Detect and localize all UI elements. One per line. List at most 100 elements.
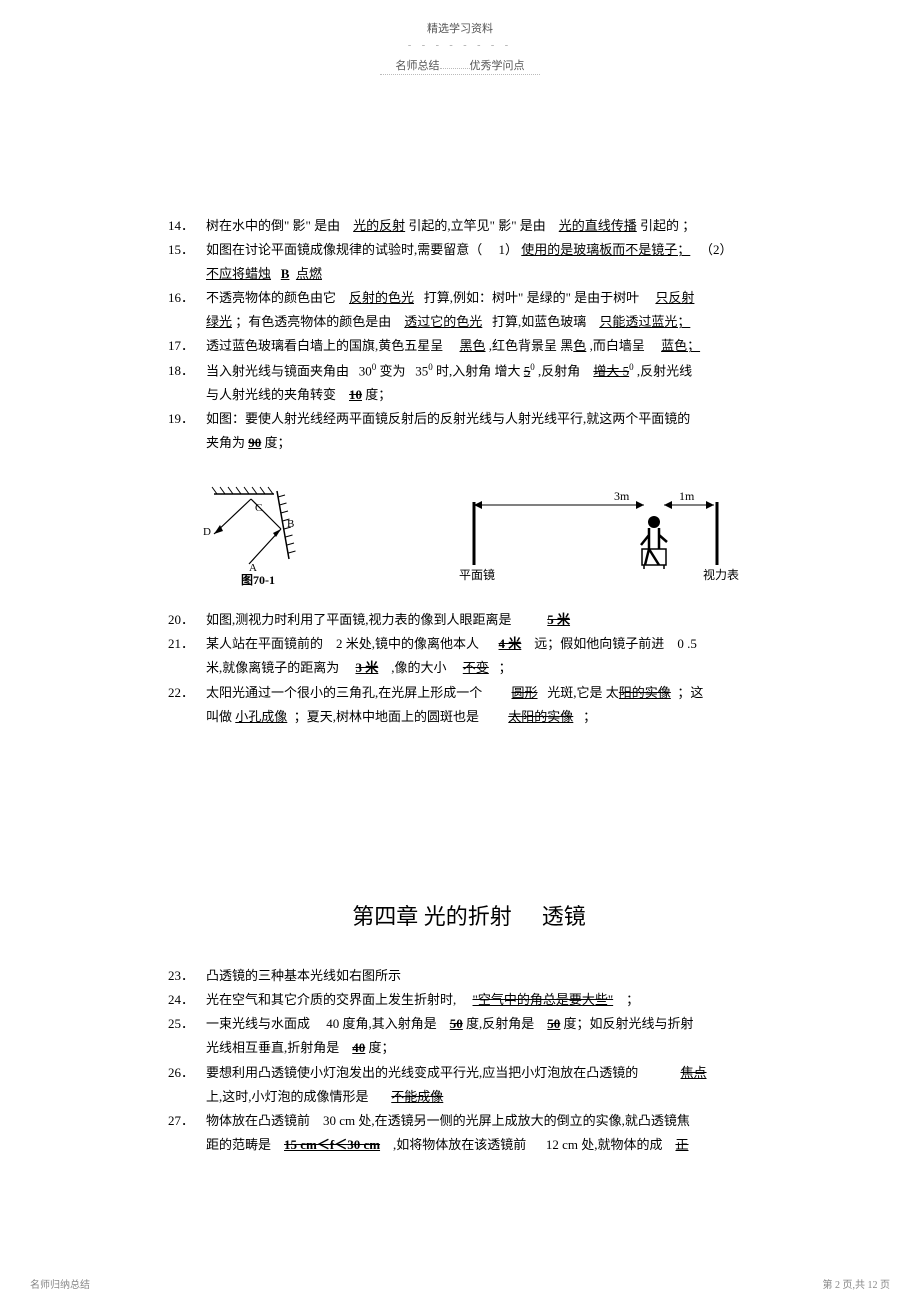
q18-a2: 增大 5	[593, 363, 629, 378]
q18-sup2: 0	[428, 362, 433, 372]
question-23: 23． 凸透镜的三种基本光线如右图所示	[168, 965, 770, 987]
q25-t3: 度,反射角是	[466, 1016, 534, 1031]
q21-t3: 远；假如他向镜子前进	[534, 636, 664, 651]
q27-num: 27．	[168, 1110, 206, 1132]
q25-t2: 度角,其入射角是	[343, 1016, 437, 1031]
q17-a3: 蓝色；	[661, 338, 700, 353]
q15-num: 15．	[168, 239, 206, 261]
q27-n2: 12 cm	[546, 1137, 578, 1152]
q26-a2: 不能成像	[391, 1089, 443, 1104]
question-15: 15． 如图在讨论平面镜成像规律的试验时,需要留意（ 1） 使用的是玻璃板而不是…	[168, 239, 770, 261]
q19-l2a: 夹角为	[206, 435, 245, 450]
q27-l2c: 处,就物体的成	[581, 1137, 662, 1152]
q27-t2: 处,在透镜另一侧的光屏上成放大的倒立的实像,就凸透镜焦	[358, 1113, 690, 1128]
question-17: 17． 透过蓝色玻璃看白墙上的国旗,黄色五星呈 黑色 ,红色背景呈 黑色 ,而白…	[168, 335, 770, 357]
q17-a2: 色	[573, 338, 586, 353]
q26-num: 26．	[168, 1062, 206, 1084]
question-16: 16． 不透亮物体的颜色由它 反射的色光 打算,例如：树叶" 是绿的" 是由于树…	[168, 287, 770, 309]
q18-t2: 变为	[380, 363, 406, 378]
question-24: 24． 光在空气和其它介质的交界面上发生折射时, "空气中的角总是要大些" ；	[168, 989, 770, 1011]
q27-l2a: 距的范畴是	[206, 1137, 271, 1152]
q18-t5: ,反射光线	[637, 363, 692, 378]
q17-t1: 透过蓝色玻璃看白墙上的国旗,黄色五星呈	[206, 338, 443, 353]
footer-b: 页,共	[843, 1280, 866, 1291]
q16-line2: 绿光 ；有色透亮物体的颜色是由 透过它的色光 打算,如蓝色玻璃 只能透过蓝光；	[206, 311, 770, 333]
header-sub-left: 名师总结	[396, 60, 440, 72]
q16-num: 16．	[168, 287, 206, 309]
diagram-row: A B C D 图70-1 平面镜 3m 1m 视力表	[168, 479, 770, 589]
q27-line2: 距的范畴是 15 cm＜f＜30 cm ,如将物体放在该透镜前 12 cm 处,…	[206, 1134, 770, 1156]
q18-n2: 35	[415, 363, 428, 378]
question-27: 27． 物体放在凸透镜前 30 cm 处,在透镜另一侧的光屏上成放大的倒立的实像…	[168, 1110, 770, 1132]
q14-t3: 引起的 ；	[640, 218, 695, 233]
q19-l2b: 度；	[265, 435, 291, 450]
question-20: 20． 如图,测视力时利用了平面镜,视力表的像到人眼距离是 5 米	[168, 609, 770, 631]
q22-t2: 光斑,它是 太	[547, 685, 619, 700]
q27-n1: 30 cm	[323, 1113, 355, 1128]
q25-a3: 40	[352, 1040, 365, 1055]
chapter-title: 第四章 光的折射透镜	[168, 898, 770, 935]
q20-a1: 5 米	[547, 612, 570, 627]
q18-sup1: 0	[372, 362, 377, 372]
q16-a1: 反射的色光	[349, 290, 414, 305]
q22-l2c: ；	[583, 709, 596, 724]
q22-num: 22．	[168, 682, 206, 704]
header-dots: - - - - - - - -	[0, 40, 920, 51]
q22-l2b: ；夏天,树林中地面上的圆斑也是	[294, 709, 479, 724]
q15-a2b: B	[281, 266, 290, 281]
q26-line2: 上,这时,小灯泡的成像情形是 不能成像	[206, 1086, 770, 1108]
diag-fig-label: 图70-1	[241, 573, 275, 587]
diag-label-C: C	[255, 502, 262, 514]
q17-num: 17．	[168, 335, 206, 357]
header-underline	[380, 74, 540, 75]
q22-a3: 小孔成像	[235, 709, 287, 724]
q16-a4: 只能透过蓝光；	[599, 314, 690, 329]
q25-line2: 光线相互垂直,折射角是 40 度；	[206, 1037, 770, 1059]
q22-t3: ；这	[677, 685, 703, 700]
q14-t1: 树在水中的倒" 影" 是由	[206, 218, 340, 233]
q15-a1: 使用的是玻璃板而不是镜子；	[521, 242, 690, 257]
q18-n1: 30	[359, 363, 372, 378]
q22-t1: 太阳光通过一个很小的三角孔,在光屏上形成一个	[206, 685, 482, 700]
q18-line2: 与人射光线的夹角转变 10 度；	[206, 384, 770, 406]
dist3-label: 3m	[614, 489, 630, 503]
q26-l2a: 上,这时,小灯泡的成像情形是	[206, 1089, 369, 1104]
q15-line2: 不应将蜡烛 B 点燃	[206, 263, 770, 285]
dist1-label: 1m	[679, 489, 695, 503]
q18-t4: ,反射角	[538, 363, 580, 378]
question-25: 25． 一束光线与水面成 40 度角,其入射角是 50 度,反射角是 50 度；…	[168, 1013, 770, 1035]
q18-a3: 10	[349, 387, 362, 402]
q18-num: 18．	[168, 360, 206, 382]
header-top: 精选学习资料	[0, 20, 920, 36]
q25-num: 25．	[168, 1013, 206, 1035]
header-sub-right: 优秀学问点	[470, 60, 525, 72]
q15-a2c: 点燃	[296, 266, 322, 281]
q18-t3: 时,入射角 增大	[436, 363, 521, 378]
q15-t1: 如图在讨论平面镜成像规律的试验时,需要留意（	[206, 242, 482, 257]
q27-t1: 物体放在凸透镜前	[206, 1113, 310, 1128]
q19-line2: 夹角为 90 度；	[206, 432, 770, 454]
mirror-label: 平面镜	[459, 567, 495, 582]
question-14: 14． 树在水中的倒" 影" 是由 光的反射 引起的,立竿见" 影" 是由 光的…	[168, 215, 770, 237]
q24-num: 24．	[168, 989, 206, 1011]
q21-a1: 4 米	[499, 636, 522, 651]
q17-a1: 黑色	[460, 338, 486, 353]
q24-t1: 光在空气和其它介质的交界面上发生折射时,	[206, 992, 456, 1007]
q16-t3: ；有色透亮物体的颜色是由	[235, 314, 391, 329]
q17-t3: ,而白墙呈	[590, 338, 645, 353]
q21-a2: 3 米	[356, 660, 379, 675]
diag-label-B: B	[287, 518, 294, 530]
question-26: 26． 要想利用凸透镜使小灯泡发出的光线变成平行光,应当把小灯泡放在凸透镜的 焦…	[168, 1062, 770, 1084]
q18-sup4: 0	[629, 362, 634, 372]
q22-a1: 圆形	[512, 685, 538, 700]
q21-l2a: 米,就像离镜子的距离为	[206, 660, 339, 675]
q19-a1: 90	[248, 435, 261, 450]
q24-a1: "空气中的角总是要大些"	[473, 992, 614, 1007]
q17-t2: ,红色背景呈 黑	[489, 338, 574, 353]
q21-a3: 不变	[463, 660, 489, 675]
q19-t1: 如图：要使人射光线经两平面镜反射后的反射光线与人射光线平行,就这两个平面镜的	[206, 408, 770, 430]
q27-a2: 正	[675, 1137, 688, 1152]
q16-t2: 打算,例如：树叶" 是绿的" 是由于树叶	[424, 290, 639, 305]
chart-label: 视力表	[703, 567, 739, 582]
q21-t1: 某人站在平面镜前的	[206, 636, 323, 651]
